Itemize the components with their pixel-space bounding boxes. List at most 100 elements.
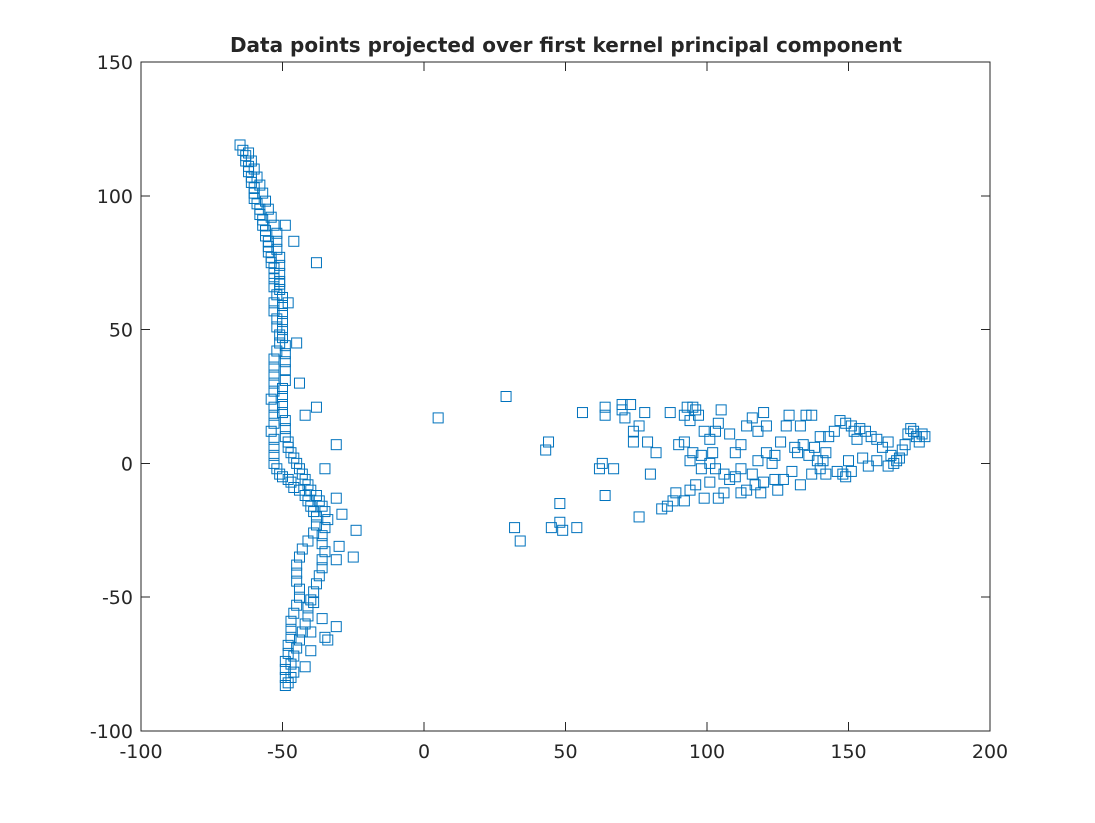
data-point — [310, 519, 322, 531]
data-point — [288, 666, 300, 678]
data-point — [279, 364, 291, 376]
data-point — [305, 645, 317, 657]
x-tick-label: 100 — [689, 741, 725, 763]
data-point — [310, 578, 322, 590]
data-point — [302, 535, 314, 547]
data-point — [794, 420, 806, 432]
data-point — [840, 417, 852, 429]
data-point — [296, 543, 308, 555]
data-point — [608, 463, 620, 475]
data-point — [783, 409, 795, 421]
data-point — [882, 436, 894, 448]
data-point — [656, 503, 668, 515]
data-point — [277, 382, 288, 394]
data-point — [780, 420, 792, 432]
data-point — [268, 409, 280, 421]
data-point — [316, 530, 328, 542]
data-point — [291, 559, 303, 571]
data-point — [817, 455, 829, 467]
data-point — [277, 391, 288, 402]
data-point — [814, 431, 826, 443]
data-point — [755, 487, 767, 499]
data-point — [268, 449, 280, 461]
data-point — [271, 235, 283, 247]
x-tick-label: 200 — [972, 741, 1008, 763]
data-point — [274, 267, 286, 279]
data-point — [746, 412, 758, 424]
data-point — [715, 404, 727, 416]
data-point — [695, 449, 707, 461]
data-point — [296, 626, 308, 638]
data-point — [291, 567, 303, 579]
data-point — [698, 492, 710, 504]
data-point — [806, 468, 818, 480]
data-point — [509, 522, 521, 534]
data-point — [687, 447, 699, 459]
data-point — [268, 219, 280, 231]
data-point — [285, 615, 297, 627]
data-point — [642, 436, 654, 448]
data-point — [766, 457, 778, 469]
data-point — [279, 431, 291, 443]
data-point — [302, 610, 314, 622]
data-point — [279, 356, 291, 368]
data-point — [800, 409, 812, 421]
data-point — [288, 235, 300, 247]
data-point — [279, 415, 291, 427]
data-point — [871, 433, 883, 445]
data-point — [777, 473, 789, 485]
data-point — [596, 457, 608, 469]
data-point — [828, 425, 840, 437]
x-tick-label: 150 — [830, 741, 866, 763]
data-point — [896, 444, 908, 456]
data-point — [316, 538, 328, 550]
data-point — [633, 511, 645, 523]
data-point — [865, 431, 877, 443]
axes: -100 -50 0 50 100 150 200 -100 -50 0 50 100 150 — [90, 52, 1008, 763]
data-point — [919, 431, 931, 443]
data-point — [268, 433, 280, 445]
data-point — [277, 300, 288, 312]
data-point — [806, 409, 818, 421]
data-point — [667, 495, 679, 507]
data-point — [729, 471, 741, 483]
data-point — [257, 187, 269, 199]
data-point — [735, 463, 747, 475]
data-point — [851, 433, 863, 445]
data-point — [271, 227, 283, 239]
data-point — [285, 658, 297, 670]
data-point — [758, 407, 770, 419]
data-point — [678, 436, 690, 448]
data-point — [322, 514, 334, 526]
y-tick-label: 150 — [97, 52, 133, 74]
data-point — [299, 409, 311, 421]
data-point — [308, 586, 320, 598]
data-point — [540, 444, 552, 456]
data-point — [279, 374, 291, 386]
data-point — [843, 455, 854, 467]
data-point — [274, 278, 286, 290]
data-point — [293, 551, 305, 563]
y-tick-label: 50 — [109, 320, 133, 342]
data-point — [760, 420, 772, 432]
data-point — [775, 436, 787, 448]
data-point — [245, 155, 257, 167]
data-point — [741, 420, 753, 432]
x-tick-label: -50 — [267, 741, 298, 763]
data-point — [432, 412, 444, 424]
data-point — [693, 409, 705, 421]
data-point — [350, 524, 362, 536]
data-point — [293, 591, 305, 603]
data-point — [862, 460, 874, 472]
data-point — [271, 243, 283, 255]
data-point — [268, 417, 280, 429]
data-point — [809, 441, 821, 453]
data-point — [820, 468, 832, 480]
data-point — [319, 546, 331, 558]
data-point — [554, 516, 566, 528]
data-point — [678, 495, 690, 507]
data-point — [619, 412, 631, 424]
data-point — [650, 447, 662, 459]
data-point — [316, 562, 328, 574]
